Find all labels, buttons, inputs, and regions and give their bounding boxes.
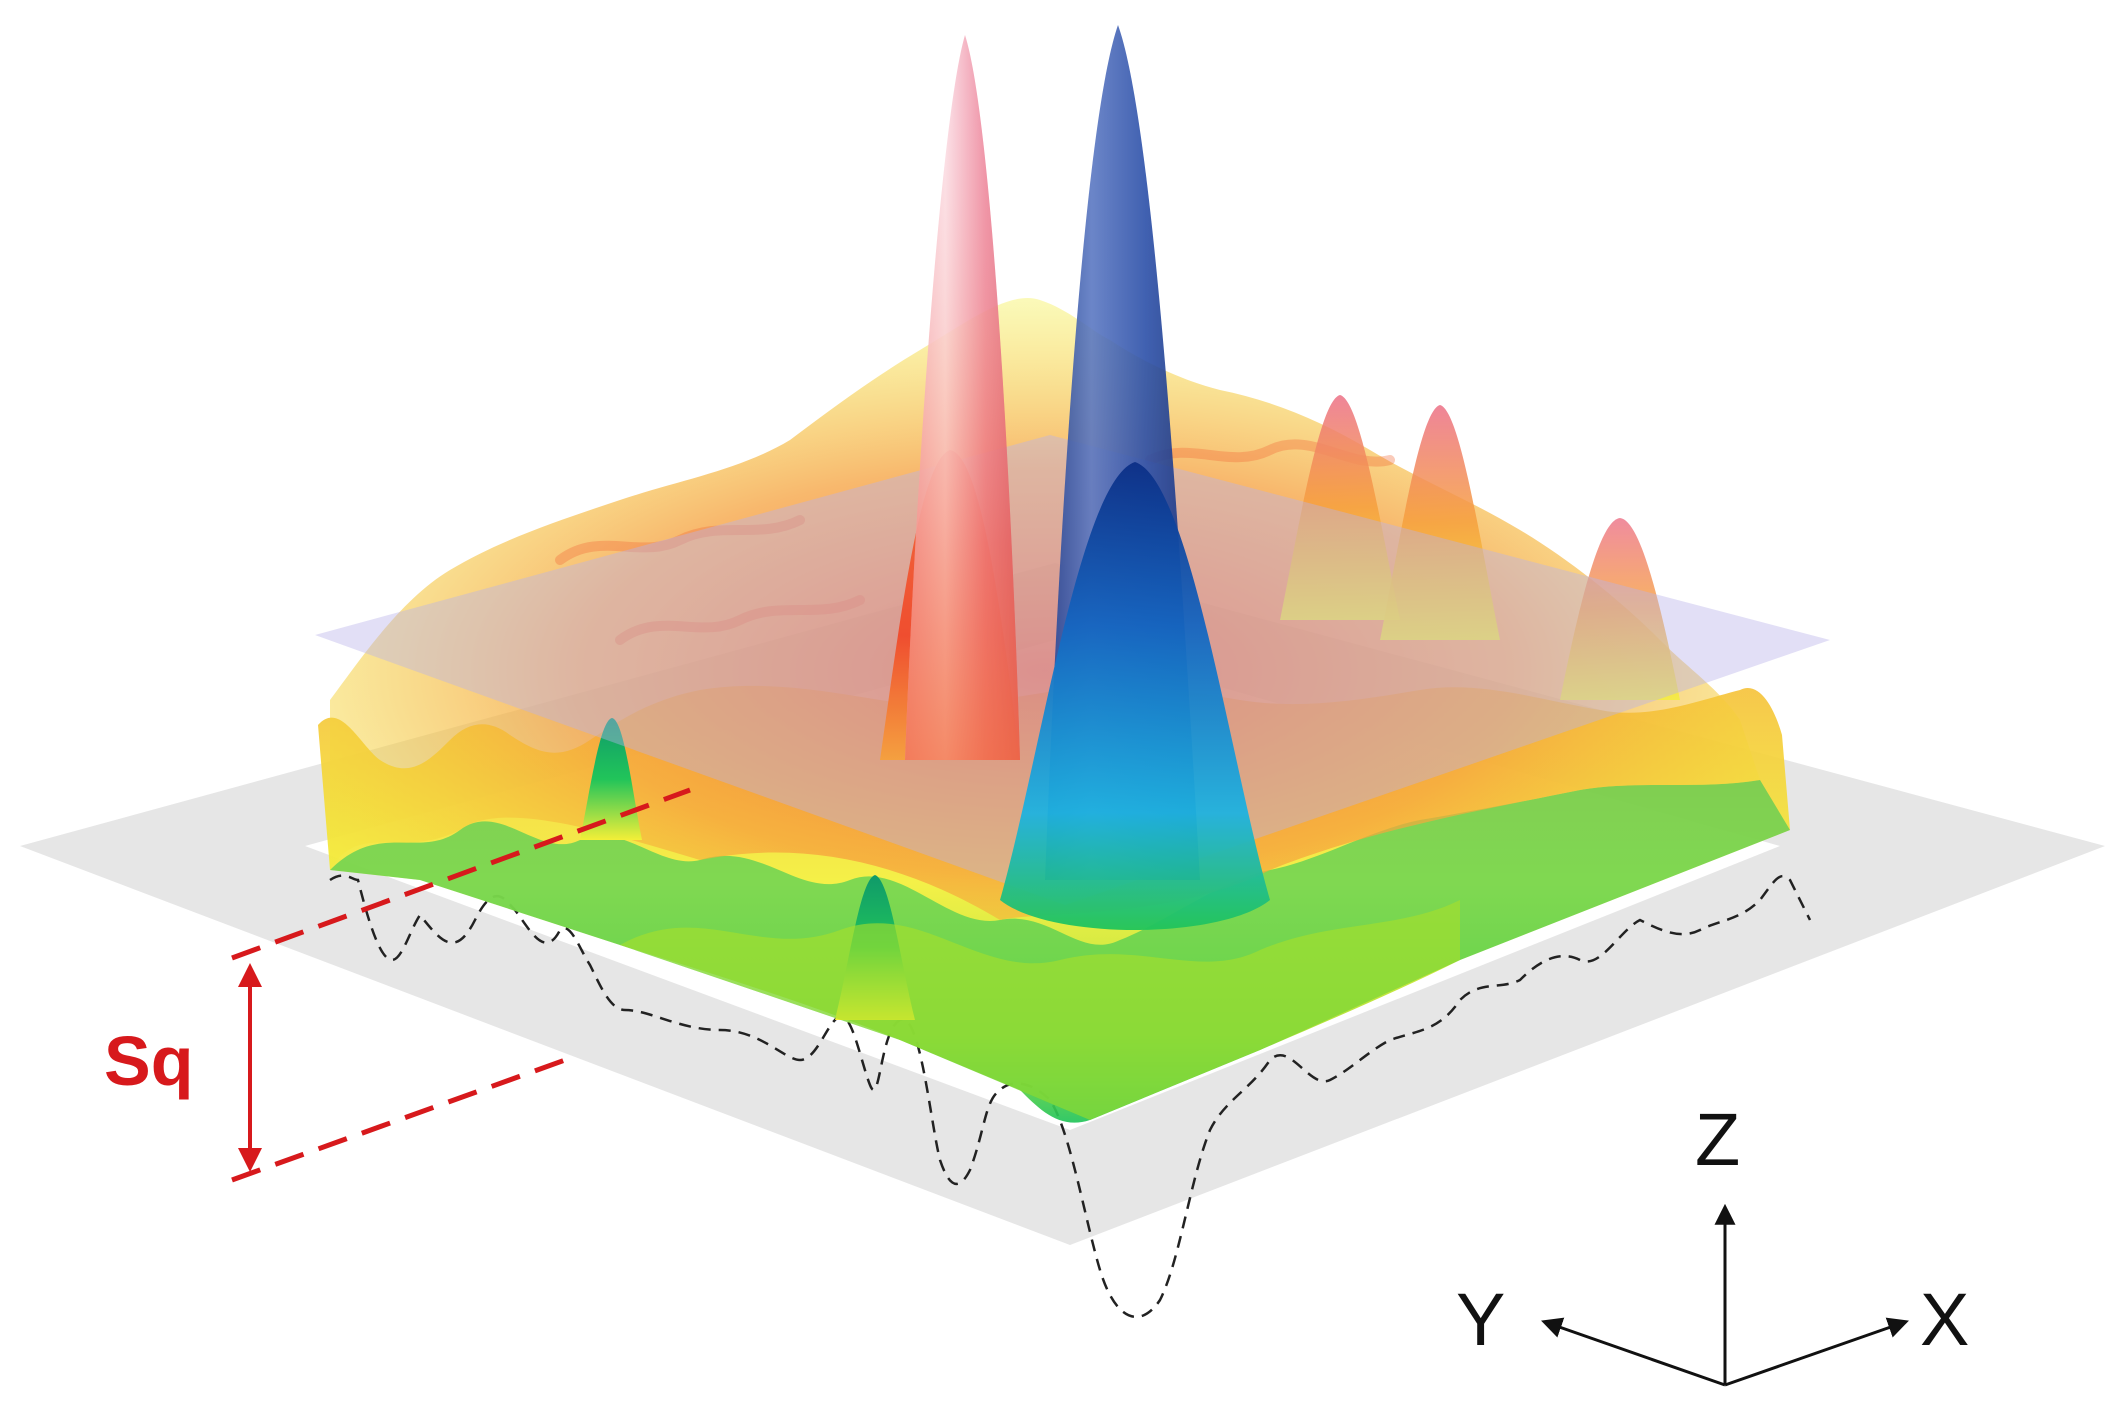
sq-measure: Sq — [104, 787, 691, 1183]
surface-peak-front-2 — [580, 718, 642, 840]
z-axis-label: Z — [1695, 1098, 1740, 1181]
surface-mound — [330, 298, 1760, 921]
x-axis-arrow — [1724, 1317, 1909, 1387]
surface-peak-right-2 — [1380, 405, 1500, 640]
sq-upper-line — [231, 787, 691, 961]
sq-lower-line — [231, 1057, 566, 1183]
y-axis-arrow — [1541, 1317, 1726, 1387]
axis-triad: Z X Y — [1456, 1098, 1969, 1387]
sq-label: Sq — [104, 1022, 193, 1100]
surface-peak-right-3 — [1560, 518, 1680, 700]
profile-curve — [329, 874, 1812, 1319]
surface-front-skirt — [620, 900, 1460, 1120]
surface-peak-blue-inner — [1000, 462, 1270, 930]
y-axis-label: Y — [1456, 1278, 1505, 1361]
surface-green-band — [330, 780, 1790, 1120]
x-axis-label: X — [1920, 1278, 1969, 1361]
surface-peak-right-1 — [1280, 395, 1400, 620]
surface-spike-pink-shade — [905, 35, 1020, 760]
